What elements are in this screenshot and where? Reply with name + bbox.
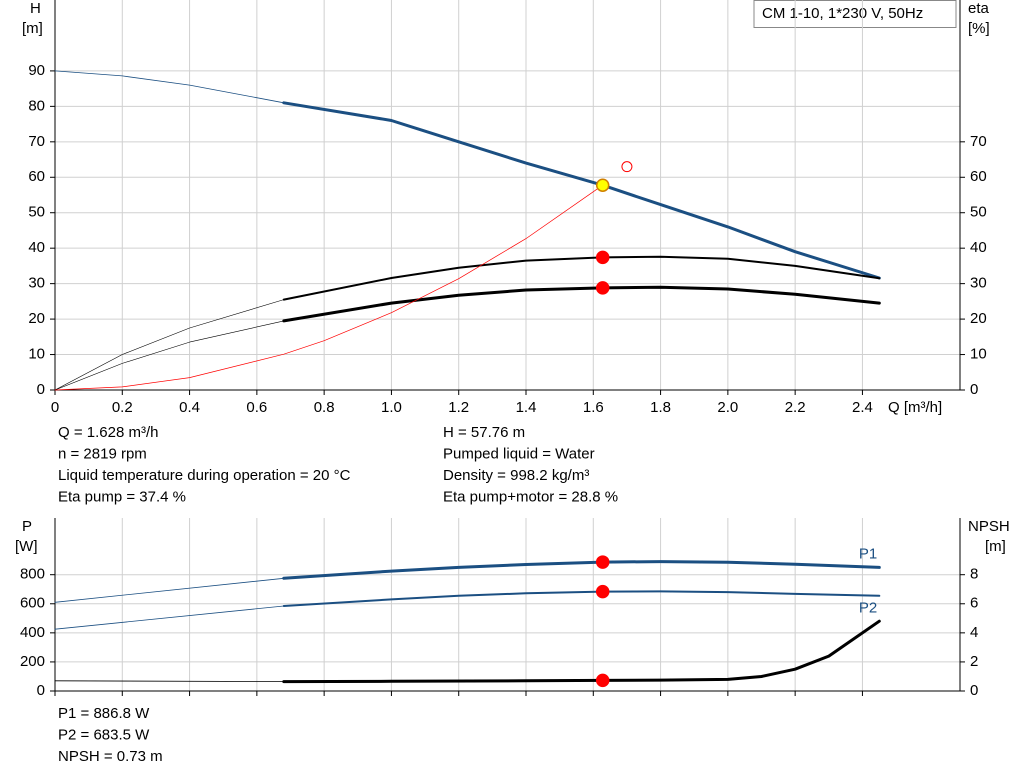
y-axis-label: H [30, 0, 41, 17]
y-tick-label: 600 [20, 595, 45, 612]
y-tick-label: 400 [20, 624, 45, 641]
y-tick-label: 30 [28, 275, 45, 292]
y-tick-label: 20 [28, 310, 45, 327]
x-tick-label: 1.4 [516, 399, 537, 416]
y-tick-label: 60 [28, 168, 45, 185]
operating-point [595, 584, 610, 599]
y2-axis-label: eta [968, 0, 990, 17]
y2-axis-label: NPSH [968, 518, 1010, 535]
curve [282, 285, 881, 323]
title-box [753, 0, 957, 28]
info-text: H = 57.76 m [443, 424, 525, 441]
y2-tick-label: 50 [970, 204, 987, 221]
x-tick-label: 0.2 [112, 399, 133, 416]
y-axis-unit: [m] [22, 20, 43, 37]
y2-tick-label: 0 [970, 682, 978, 699]
y-tick-label: 0 [37, 682, 45, 699]
x-tick-label: 1.8 [650, 399, 671, 416]
curve-thin [54, 605, 285, 630]
y-tick-label: 70 [28, 133, 45, 150]
x-tick-label: 0 [51, 399, 59, 416]
info-text: NPSH = 0.73 m [58, 748, 163, 765]
curve-thin [54, 70, 285, 104]
info-text: Eta pump+motor = 28.8 % [443, 488, 618, 505]
y-tick-label: 80 [28, 97, 45, 114]
y2-tick-label: 60 [970, 168, 987, 185]
curve-thin [54, 680, 285, 682]
y-tick-label: 50 [28, 204, 45, 221]
y2-tick-label: 2 [970, 653, 978, 670]
y2-tick-label: 70 [970, 133, 987, 150]
y-tick-label: 10 [28, 346, 45, 363]
curve-thin [54, 299, 285, 391]
y2-tick-label: 30 [970, 275, 987, 292]
curve-thin [54, 184, 604, 391]
y2-tick-label: 0 [970, 381, 978, 398]
curve [282, 619, 881, 684]
info-text: Density = 998.2 kg/m³ [443, 467, 589, 484]
info-text: Q = 1.628 m³/h [58, 424, 158, 441]
y-tick-label: 40 [28, 239, 45, 256]
x-tick-label: 1.6 [583, 399, 604, 416]
y2-axis-unit: [%] [968, 20, 990, 37]
y-tick-label: 200 [20, 653, 45, 670]
curve [282, 101, 881, 280]
x-tick-label: 2.2 [785, 399, 806, 416]
series-label: P2 [859, 600, 877, 617]
operating-point [595, 250, 610, 265]
y2-tick-label: 4 [970, 624, 978, 641]
series-label: P1 [859, 545, 877, 562]
y2-tick-label: 10 [970, 346, 987, 363]
x-tick-label: 0.6 [246, 399, 267, 416]
x-tick-label: 1.0 [381, 399, 402, 416]
y-tick-label: 0 [37, 381, 45, 398]
x-tick-label: 2.0 [717, 399, 738, 416]
operating-point [595, 281, 610, 295]
info-text: P1 = 886.8 W [58, 705, 150, 722]
y-axis-label: P [22, 518, 32, 535]
y-axis-unit: [W] [15, 538, 38, 555]
y2-axis-unit: [m] [985, 538, 1006, 555]
x-tick-label: 0.8 [314, 399, 335, 416]
curve-thin [54, 320, 285, 391]
y-tick-label: 90 [28, 62, 45, 79]
curve [282, 560, 881, 580]
y2-tick-label: 6 [970, 595, 978, 612]
x-axis-label: Q [m³/h] [888, 399, 942, 416]
info-text: n = 2819 rpm [58, 445, 147, 462]
operating-point [595, 178, 610, 192]
operating-point [621, 161, 633, 173]
curve-thin [54, 577, 285, 603]
y2-tick-label: 40 [970, 239, 987, 256]
operating-point [595, 555, 610, 569]
info-text: Pumped liquid = Water [443, 445, 595, 462]
x-tick-label: 1.2 [448, 399, 469, 416]
y2-tick-label: 8 [970, 566, 978, 583]
x-tick-label: 2.4 [852, 399, 873, 416]
y-tick-label: 800 [20, 566, 45, 583]
operating-point [595, 673, 610, 688]
chart-title: CM 1-10, 1*230 V, 50Hz [762, 5, 923, 22]
x-tick-label: 0.4 [179, 399, 200, 416]
y2-tick-label: 20 [970, 310, 987, 327]
info-text: Liquid temperature during operation = 20… [58, 467, 351, 484]
info-text: Eta pump = 37.4 % [58, 488, 186, 505]
info-text: P2 = 683.5 W [58, 726, 150, 743]
